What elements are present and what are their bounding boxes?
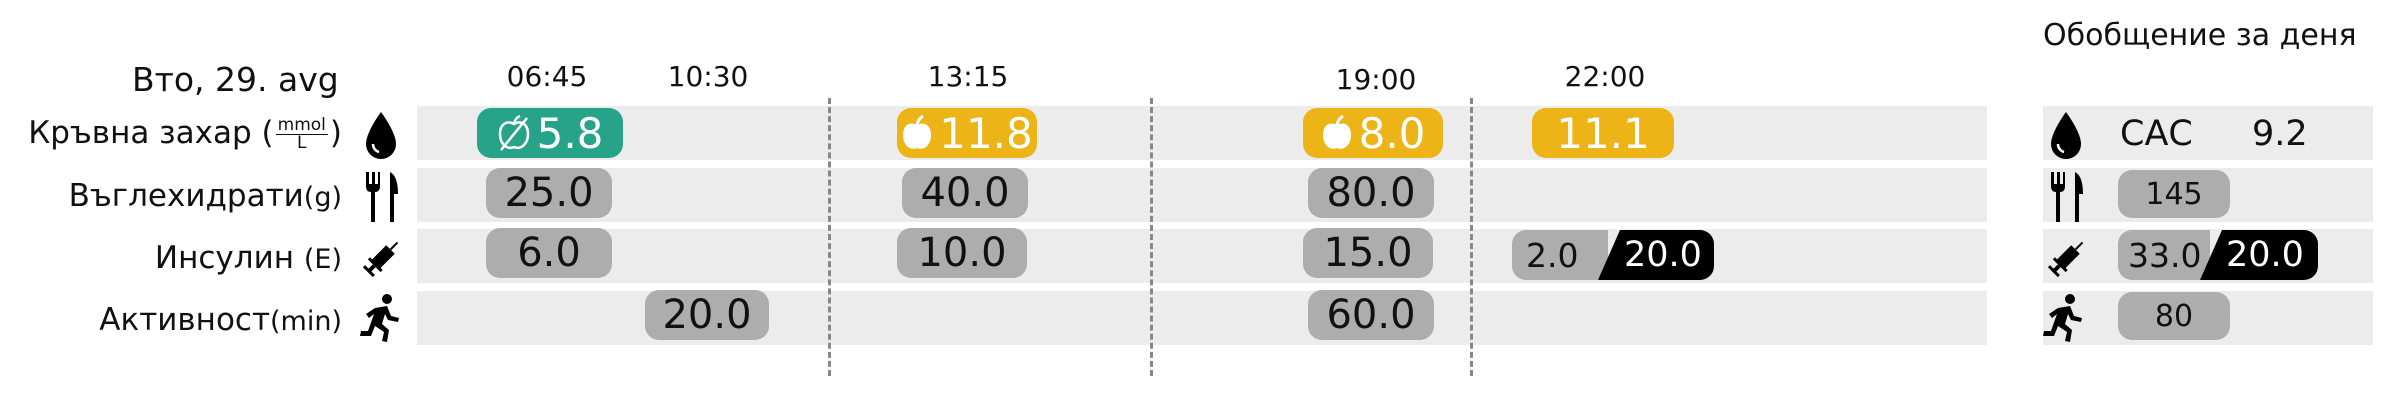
activity-entry[interactable]: 60.0 [1308, 290, 1434, 340]
fork-knife-icon [2051, 172, 2083, 222]
period-divider [828, 98, 831, 376]
glucose-entry[interactable]: 11.1 [1532, 108, 1674, 158]
time-label: 06:45 [506, 60, 588, 93]
period-divider [1470, 98, 1473, 376]
insulin-entry[interactable]: 15.0 [1303, 228, 1433, 278]
glucose-entry[interactable]: 8.0 [1303, 108, 1443, 158]
time-label: 13:15 [927, 60, 1009, 93]
date-title: Вто, 29. avg [132, 60, 339, 99]
row-label-carbs: Въглехидрати(g) [68, 178, 342, 214]
insulin-row-band [417, 229, 1987, 283]
summary-bolus-value: 33.0 [2118, 230, 2210, 280]
summary-band-glucose [2043, 106, 2373, 160]
apple-icon [901, 114, 933, 152]
syringe-icon [362, 241, 399, 278]
carbs-entry[interactable]: 25.0 [486, 168, 612, 218]
carbs-row-band [417, 168, 1987, 222]
summary-activity-total[interactable]: 80 [2118, 292, 2230, 340]
summary-title: Обобщение за деня [2043, 18, 2357, 53]
apple-icon [1321, 114, 1353, 152]
glucose-entry[interactable]: 11.8 [897, 108, 1037, 158]
no-apple-icon [497, 114, 531, 152]
insulin-entry[interactable]: 6.0 [486, 228, 612, 278]
time-label: 19:00 [1335, 63, 1417, 96]
runner-icon [360, 294, 399, 342]
activity-entry[interactable]: 20.0 [645, 290, 769, 340]
period-divider [1150, 98, 1153, 376]
insulin-entry[interactable]: 10.0 [897, 228, 1027, 278]
fork-knife-icon [366, 172, 398, 222]
row-label-glucose: Кръвна захар (mmol L) [28, 115, 342, 153]
basal-value: 2.0 [1512, 230, 1608, 280]
glucose-unit: mmol L [275, 115, 328, 153]
summary-insulin-split[interactable]: 33.0 20.0 [2118, 230, 2318, 280]
row-label-insulin: Инсулин (Е) [154, 240, 342, 276]
time-label: 10:30 [667, 60, 749, 93]
row-label-activity: Активност(min) [99, 302, 342, 338]
syringe-icon [2047, 241, 2084, 278]
runner-icon [2043, 294, 2082, 342]
summary-avg-label: САС [2120, 114, 2193, 154]
carbs-entry[interactable]: 80.0 [1308, 168, 1434, 218]
drop-icon [366, 112, 396, 159]
summary-avg-value: 9.2 [2252, 114, 2308, 154]
bolus-value: 20.0 [1598, 230, 1714, 280]
summary-carbs-total[interactable]: 145 [2118, 170, 2230, 218]
insulin-split-entry[interactable]: 2.0 20.0 [1512, 230, 1714, 280]
time-label: 22:00 [1564, 60, 1646, 93]
glucose-entry[interactable]: 5.8 [477, 108, 623, 158]
summary-basal-value: 20.0 [2200, 230, 2318, 280]
glucose-row-band [417, 106, 1987, 160]
drop-icon [2051, 112, 2081, 159]
carbs-entry[interactable]: 40.0 [902, 168, 1028, 218]
